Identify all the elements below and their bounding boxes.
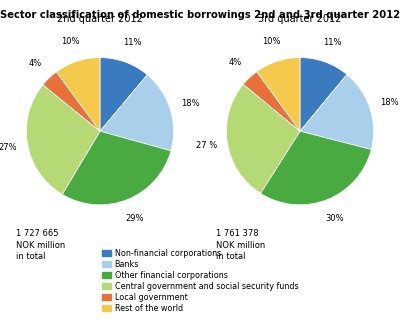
Wedge shape [56, 58, 100, 131]
Text: 11%: 11% [123, 38, 142, 47]
Text: Sector classification of domestic borrowings 2nd and 3rd quarter 2012: Sector classification of domestic borrow… [0, 10, 400, 20]
Text: 10%: 10% [61, 37, 80, 46]
Text: 27%: 27% [0, 143, 16, 152]
Text: 11%: 11% [323, 38, 341, 47]
Wedge shape [300, 75, 374, 149]
Text: 18%: 18% [181, 99, 199, 108]
Text: 10%: 10% [262, 37, 280, 46]
Title: 2nd quarter 2012: 2nd quarter 2012 [57, 14, 143, 24]
Wedge shape [243, 72, 300, 131]
Wedge shape [226, 84, 300, 193]
Wedge shape [43, 72, 100, 131]
Legend: Non-financial corporations, Banks, Other financial corporations, Central governm: Non-financial corporations, Banks, Other… [102, 249, 298, 313]
Wedge shape [100, 75, 174, 151]
Wedge shape [62, 131, 171, 205]
Text: 27 %: 27 % [196, 141, 218, 150]
Text: 4%: 4% [229, 58, 242, 67]
Wedge shape [100, 58, 147, 131]
Text: 1 761 378
NOK million
in total: 1 761 378 NOK million in total [216, 229, 265, 261]
Wedge shape [257, 58, 300, 131]
Text: 18%: 18% [380, 98, 399, 107]
Title: 3rd quarter 2012: 3rd quarter 2012 [258, 14, 342, 24]
Text: 30%: 30% [325, 214, 344, 223]
Text: 1 727 665
NOK million
in total: 1 727 665 NOK million in total [16, 229, 65, 261]
Wedge shape [26, 85, 100, 194]
Text: 29%: 29% [126, 214, 144, 223]
Wedge shape [260, 131, 371, 205]
Wedge shape [300, 58, 347, 131]
Text: 4%: 4% [28, 59, 42, 68]
